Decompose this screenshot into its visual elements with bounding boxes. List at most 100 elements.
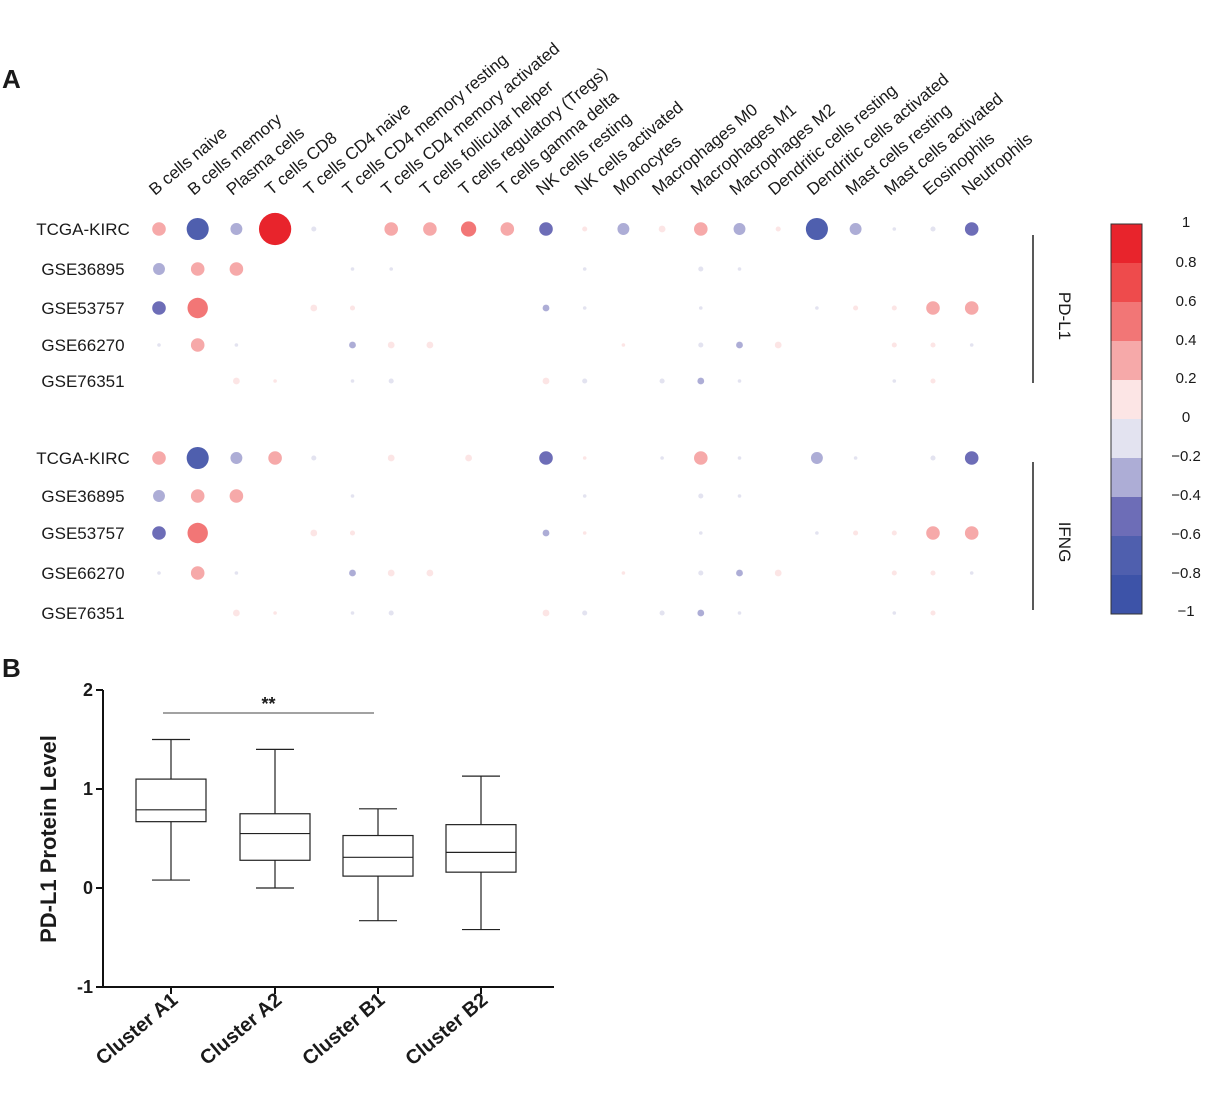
panel-b-label: B bbox=[2, 653, 21, 683]
bubble-point bbox=[465, 454, 472, 462]
bubble-point bbox=[388, 378, 394, 384]
bubble-point bbox=[698, 493, 704, 499]
bubble-point bbox=[349, 305, 356, 311]
color-scale-tick-label: −0.4 bbox=[1171, 487, 1201, 504]
box-2 bbox=[239, 748, 311, 889]
iqr-box bbox=[445, 824, 517, 873]
bubble-point bbox=[891, 305, 897, 311]
bubble-point bbox=[349, 569, 356, 577]
bubble-point bbox=[774, 341, 782, 349]
bubble-point bbox=[233, 377, 240, 385]
bubble-point bbox=[853, 530, 859, 536]
bubble-point bbox=[349, 341, 356, 349]
bubble-point bbox=[230, 452, 243, 464]
bubble-point bbox=[187, 297, 208, 319]
bubble-point bbox=[234, 343, 239, 347]
iqr-box bbox=[135, 778, 207, 823]
significance-label: ** bbox=[261, 694, 275, 714]
bubble-point bbox=[500, 222, 515, 236]
bubble-point bbox=[310, 304, 318, 312]
bubble-point bbox=[230, 223, 243, 235]
bubble-point bbox=[930, 342, 936, 348]
row-label: GSE66270 bbox=[41, 336, 124, 355]
group-label-ifng: IFNG bbox=[1055, 522, 1074, 563]
bubble-point bbox=[617, 223, 630, 235]
color-scale-tick-label: 0.6 bbox=[1176, 293, 1197, 310]
bubble-point bbox=[582, 306, 587, 310]
bubble-point bbox=[815, 531, 819, 535]
row-label: GSE76351 bbox=[41, 604, 124, 623]
color-scale-segment bbox=[1111, 302, 1142, 342]
bubble-point bbox=[926, 526, 940, 540]
bubble-point bbox=[190, 338, 205, 352]
bubble-point bbox=[186, 446, 209, 470]
y-tick-label: -1 bbox=[77, 977, 93, 997]
bubble-point bbox=[891, 570, 897, 576]
x-category-label: Cluster A2 bbox=[196, 989, 286, 1070]
bubble-point bbox=[659, 378, 665, 384]
bubble-point bbox=[350, 379, 355, 383]
bubble-point bbox=[582, 456, 587, 460]
bubble-point bbox=[582, 531, 587, 535]
bubble-point bbox=[930, 378, 936, 384]
bubble-point bbox=[694, 222, 708, 236]
bubble-point bbox=[460, 221, 477, 237]
bubble-point bbox=[310, 529, 318, 537]
y-axis-label: PD-L1 Protein Level bbox=[36, 735, 61, 943]
color-scale-segment bbox=[1111, 575, 1142, 615]
bubble-point bbox=[969, 343, 974, 347]
bubble-point bbox=[542, 304, 550, 312]
row-label: GSE36895 bbox=[41, 260, 124, 279]
bubble-point bbox=[930, 570, 936, 576]
bubble-point bbox=[152, 451, 166, 465]
bubble-point bbox=[152, 301, 166, 315]
bubble-point bbox=[233, 609, 240, 617]
bubble-point bbox=[930, 455, 936, 461]
bubble-point bbox=[187, 522, 208, 544]
bubble-point bbox=[350, 494, 355, 498]
bubble-point bbox=[659, 610, 665, 616]
bubble-point bbox=[737, 379, 742, 383]
bubble-point bbox=[805, 217, 828, 241]
bubble-point bbox=[698, 342, 704, 348]
bubble-point bbox=[697, 377, 705, 385]
bubble-point bbox=[582, 378, 588, 384]
bubble-point bbox=[699, 306, 703, 310]
bubble-point bbox=[539, 222, 553, 236]
row-labels: TCGA-KIRC GSE36895 GSE53757 GSE66270 GSE7635… bbox=[36, 220, 130, 623]
bubble-point bbox=[384, 222, 399, 236]
bubble-point bbox=[423, 222, 437, 236]
row-label: GSE53757 bbox=[41, 524, 124, 543]
bubble-point bbox=[853, 305, 859, 311]
bubble-point bbox=[234, 571, 239, 575]
row-label: GSE66270 bbox=[41, 564, 124, 583]
bubble-point bbox=[926, 301, 940, 315]
color-scale-segment bbox=[1111, 536, 1142, 576]
bubble-point bbox=[815, 306, 819, 310]
color-scale-border bbox=[1110, 223, 1143, 615]
bubble-point bbox=[736, 341, 743, 349]
color-scale-tick-label: 0.8 bbox=[1176, 254, 1197, 271]
group-label-pdl1: PD-L1 bbox=[1055, 292, 1074, 340]
bubble-point bbox=[621, 571, 626, 575]
bubble-point bbox=[582, 494, 587, 498]
color-scale-segment bbox=[1111, 263, 1142, 303]
y-tick-label: 0 bbox=[83, 878, 93, 898]
bubble-point bbox=[349, 530, 356, 536]
bubble-point bbox=[969, 571, 974, 575]
bubble-point bbox=[388, 610, 394, 616]
bubble-point bbox=[964, 526, 979, 540]
x-category-label: Cluster B2 bbox=[401, 989, 492, 1070]
bubble-point bbox=[153, 263, 165, 275]
bubble-point bbox=[964, 222, 979, 236]
color-scale-segment bbox=[1111, 497, 1142, 537]
bubble-point bbox=[737, 267, 742, 271]
color-scale-tick-label: 0.4 bbox=[1176, 332, 1197, 349]
bubble-point bbox=[891, 530, 897, 536]
bubble-point bbox=[258, 212, 292, 246]
bubble-point bbox=[697, 609, 705, 617]
bubble-point bbox=[190, 262, 205, 276]
bubble-point bbox=[775, 226, 781, 232]
